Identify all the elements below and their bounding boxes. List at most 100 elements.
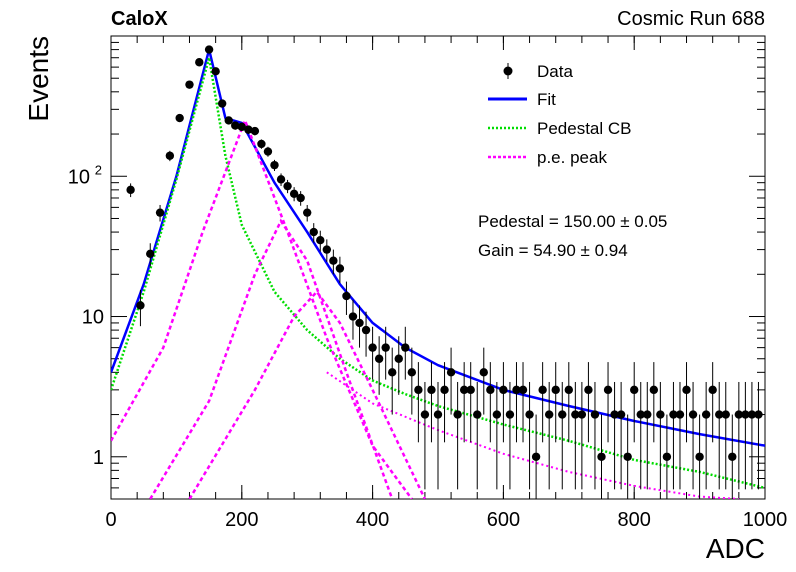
data-point <box>682 385 691 395</box>
pe-peak-curve <box>149 218 394 499</box>
data-point <box>250 126 260 136</box>
plot-frame <box>110 35 766 500</box>
x-axis: 0 200 400 600 800 1000 <box>105 36 787 531</box>
data-point <box>479 368 488 377</box>
data-point <box>165 151 175 160</box>
data-point <box>544 410 554 419</box>
data-point <box>701 410 711 419</box>
data-point <box>195 58 204 67</box>
run-label: Cosmic Run 688 <box>617 8 765 30</box>
data-point <box>597 452 606 461</box>
data-point <box>296 193 305 203</box>
data-point <box>728 452 737 461</box>
data-point <box>433 410 443 419</box>
data-point <box>316 236 325 245</box>
data-point <box>669 410 678 419</box>
data-point <box>715 410 724 419</box>
data-point <box>675 410 685 419</box>
y-axis-title: Events <box>23 36 54 122</box>
data-point <box>211 67 220 76</box>
data-point <box>453 410 462 419</box>
data-point <box>688 410 698 419</box>
data-point <box>263 147 273 156</box>
data-point <box>224 116 233 125</box>
data-point <box>571 410 580 419</box>
data-point <box>204 45 214 54</box>
data-point <box>322 245 332 254</box>
legend-label-pedestal: Pedestal CB <box>537 119 632 138</box>
data-point <box>276 175 286 184</box>
data-point <box>492 410 502 419</box>
data-point <box>361 325 371 335</box>
data-point <box>623 452 632 461</box>
data-point <box>531 452 541 461</box>
data-point <box>747 410 757 419</box>
data-point <box>244 125 253 134</box>
pedestal-stat: Pedestal = 150.00 ± 0.05 <box>478 212 667 231</box>
data-point <box>473 410 482 419</box>
data-point <box>348 312 358 321</box>
data-point <box>309 227 318 237</box>
data-point <box>708 385 717 395</box>
data-point <box>329 256 338 265</box>
data-point <box>231 121 240 130</box>
data-point <box>303 208 312 217</box>
data-point <box>656 410 665 419</box>
data-point <box>394 354 403 363</box>
gain-stat: Gain = 54.90 ± 0.94 <box>478 241 628 260</box>
data-point <box>414 385 423 395</box>
pedestal-cb-curve <box>111 57 765 490</box>
data-point <box>505 410 515 419</box>
data-point <box>446 368 456 377</box>
y-tick-label: 1 <box>93 447 104 469</box>
legend-item-data: Data <box>503 62 573 81</box>
y-tick-exponent: 2 <box>95 162 102 177</box>
data-point <box>136 301 145 310</box>
data-point <box>335 264 345 273</box>
data-point <box>577 410 587 419</box>
data-point <box>175 113 184 123</box>
y-axis: 1 10 10 2 <box>68 41 765 500</box>
data-point <box>590 410 600 419</box>
data-point <box>564 385 573 395</box>
data-point <box>662 452 672 461</box>
y-tick-label: 10 <box>82 307 104 329</box>
pe-peak-curve <box>188 289 427 499</box>
data-point <box>217 99 227 108</box>
legend-marker-data <box>503 66 513 76</box>
data-point <box>374 354 384 363</box>
data-point <box>695 452 704 461</box>
data-point <box>603 385 613 395</box>
data-point <box>368 343 377 352</box>
y-tick-label: 10 <box>68 166 90 188</box>
x-axis-title: ADC <box>706 533 765 564</box>
plot-area <box>111 45 765 499</box>
data-point <box>741 410 750 419</box>
data-point <box>459 385 469 395</box>
pe-peak-curve <box>111 116 413 499</box>
x-tick-label: 1000 <box>743 509 788 531</box>
data-point <box>355 318 364 328</box>
data-point <box>283 181 292 191</box>
data-point <box>499 385 508 395</box>
data-point <box>636 410 645 419</box>
data-point <box>126 185 135 195</box>
data-point <box>525 410 534 419</box>
experiment-label: CaloX <box>111 8 168 30</box>
data-point <box>155 208 165 217</box>
data-point <box>420 410 430 419</box>
data-point <box>401 343 410 352</box>
fit-curve <box>111 48 765 447</box>
x-tick-label: 200 <box>225 509 258 531</box>
x-tick-label: 0 <box>105 509 116 531</box>
data-point <box>466 385 475 395</box>
data-point <box>610 410 619 419</box>
data-point <box>185 80 194 89</box>
data-point <box>643 410 652 419</box>
data-point <box>146 249 155 259</box>
data-point <box>407 368 417 377</box>
legend-label-pe-peak: p.e. peak <box>537 148 607 167</box>
pe-peak-tail-curve <box>326 371 739 499</box>
legend-item-fit: Fit <box>488 90 556 109</box>
